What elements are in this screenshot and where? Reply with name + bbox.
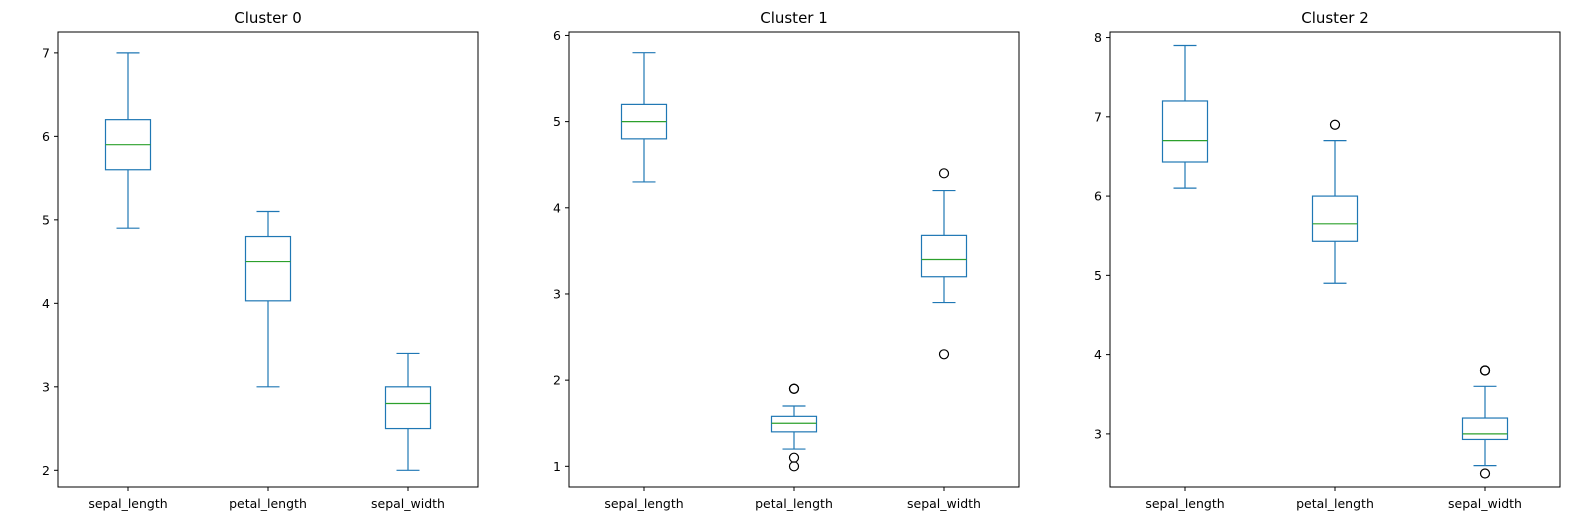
y-tick-label: 3: [42, 379, 50, 394]
x-tick-label: petal_length: [1296, 496, 1374, 511]
flier-point: [1479, 365, 1491, 376]
y-tick-label: 4: [553, 200, 561, 215]
box-petal_length: [1311, 119, 1359, 284]
chart-panel-2: Cluster 2 3 4 5 6 7 8 sepal_length petal_length s…: [1094, 9, 1561, 511]
y-tick-label: 4: [1094, 347, 1102, 362]
y-tick-label: 1: [553, 459, 561, 474]
box-body: [920, 234, 968, 278]
x-tick-label: sepal_length: [1145, 496, 1224, 511]
axes-frame: [1109, 31, 1561, 488]
flier-point: [938, 168, 950, 179]
y-tick-label: 2: [553, 373, 561, 388]
y-tick-label: 3: [1094, 426, 1102, 441]
x-tick-label: sepal_width: [907, 496, 981, 511]
x-tick-label: petal_length: [755, 496, 833, 511]
y-tick-label: 2: [42, 463, 50, 478]
flier-point: [788, 452, 800, 463]
box-body: [1461, 417, 1509, 441]
chart-panel-1: Cluster 1 1 2 3 4 5 6 sepal_length petal_length s…: [553, 9, 1020, 511]
box-sepal_length: [620, 52, 668, 183]
flier-point: [788, 383, 800, 394]
x-tick-label: sepal_length: [88, 496, 167, 511]
y-tick-label: 6: [42, 129, 50, 144]
y-tick-label: 5: [1094, 268, 1102, 283]
flier-point: [1479, 468, 1491, 479]
box-sepal_width: [1461, 365, 1509, 479]
box-petal_length: [770, 383, 818, 472]
y-tick-label: 6: [553, 28, 561, 43]
flier-point: [1329, 119, 1341, 130]
y-tick-label: 6: [1094, 189, 1102, 204]
x-tick-label: sepal_width: [371, 496, 445, 511]
box-body: [770, 415, 818, 433]
y-tick-label: 4: [42, 296, 50, 311]
x-tick-label: sepal_width: [1448, 496, 1522, 511]
box-sepal_width: [384, 352, 432, 471]
axes-frame: [57, 31, 479, 488]
flier-point: [938, 349, 950, 360]
box-body: [1161, 100, 1209, 163]
box-body: [1311, 195, 1359, 242]
x-tick-label: petal_length: [229, 496, 307, 511]
chart-panel-0: Cluster 0 2 3 4 5 6 7 sepal_length petal_length s…: [42, 9, 479, 511]
box-body: [384, 386, 432, 430]
y-tick-label: 8: [1094, 30, 1102, 45]
y-tick-label: 7: [42, 45, 50, 60]
flier-point: [788, 461, 800, 472]
box-petal_length: [244, 210, 292, 388]
box-sepal_width: [920, 168, 968, 360]
chart-title: Cluster 0: [234, 9, 302, 27]
box-body: [244, 235, 292, 302]
chart-title: Cluster 2: [1301, 9, 1369, 27]
box-sepal_length: [1161, 44, 1209, 189]
chart-title: Cluster 1: [760, 9, 828, 27]
y-tick-label: 5: [42, 212, 50, 227]
y-tick-label: 5: [553, 114, 561, 129]
axes-frame: [568, 31, 1020, 488]
y-tick-label: 7: [1094, 109, 1102, 124]
x-tick-label: sepal_length: [604, 496, 683, 511]
box-sepal_length: [104, 52, 152, 229]
y-tick-label: 3: [553, 286, 561, 301]
